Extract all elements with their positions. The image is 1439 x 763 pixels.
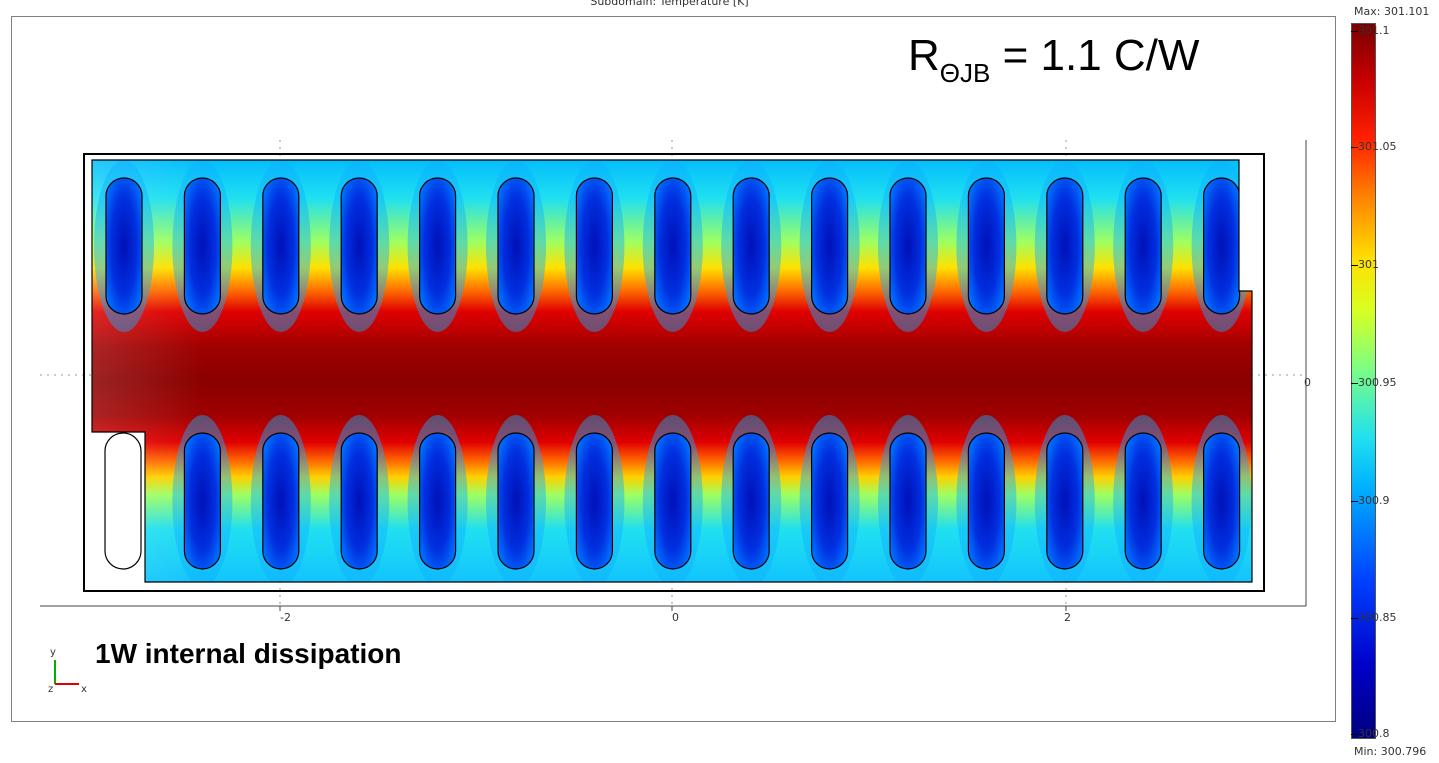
axis-frame — [40, 140, 1307, 611]
x-tick-label: 0 — [672, 611, 679, 624]
via-top — [183, 177, 221, 315]
via-bottom — [967, 432, 1006, 570]
via-bottom — [340, 432, 378, 570]
colorbar-max-label: Max: 301.101 — [1354, 5, 1430, 18]
colorbar-tick-label: 300.8 — [1358, 727, 1390, 740]
via-top — [889, 177, 927, 315]
via-bottom — [1046, 432, 1084, 570]
colorbar-min-label: Min: 300.796 — [1354, 745, 1427, 758]
colorbar-tick-label: 301.05 — [1358, 140, 1397, 153]
y-tick-label: 0 — [1304, 376, 1311, 389]
triad-y-label: y — [50, 647, 56, 658]
via-top — [340, 177, 378, 315]
axis-triad-icon — [54, 660, 79, 685]
temperature-plot — [40, 140, 1307, 685]
via-top — [105, 177, 143, 315]
colorbar — [1351, 23, 1376, 739]
colorbar-tick-label: 300.9 — [1358, 494, 1390, 507]
via-bottom — [262, 432, 300, 570]
thermal-resistance-label: RΘJB = 1.1 C/W — [908, 30, 1199, 99]
via-bottom — [1202, 432, 1241, 570]
colorbar-tick-label: 300.85 — [1358, 611, 1397, 624]
triad-x-label: x — [81, 684, 87, 695]
resistance-symbol: R — [908, 31, 940, 80]
via-top — [497, 177, 535, 315]
package-boundary — [83, 153, 1265, 592]
x-tick-label: -2 — [280, 611, 291, 624]
via-bottom — [889, 432, 927, 570]
domain-outline — [91, 159, 1253, 583]
via-bottom — [183, 432, 221, 570]
via-top — [732, 177, 770, 315]
triad-z-label: z — [48, 684, 54, 695]
plot-title: Subdomain: Temperature [K] — [590, 0, 749, 8]
resistance-value: = 1.1 C/W — [1002, 31, 1200, 80]
colorbar-tick-label: 301.1 — [1358, 24, 1390, 37]
via-top — [575, 177, 614, 315]
via-top — [967, 177, 1006, 315]
via-bottom — [654, 432, 692, 570]
temperature-field — [92, 160, 1252, 582]
via-bottom — [810, 432, 849, 570]
via-top — [654, 177, 692, 315]
via-bottom — [419, 432, 457, 570]
via-bottom — [732, 432, 770, 570]
x-tick-label: 2 — [1064, 611, 1071, 624]
via-top — [1124, 177, 1162, 315]
via-top — [1202, 177, 1241, 315]
via-bottom — [497, 432, 535, 570]
via-top — [1046, 177, 1084, 315]
via-row-bottom — [172, 415, 1252, 582]
via-top — [810, 177, 849, 315]
via-top — [262, 177, 300, 315]
colorbar-tick-label: 301 — [1358, 258, 1379, 271]
via-bottom — [575, 432, 614, 570]
via-top — [419, 177, 457, 315]
colorbar-tick-label: 300.95 — [1358, 376, 1397, 389]
dissipation-label: 1W internal dissipation — [95, 638, 402, 669]
via-row-top — [94, 160, 1252, 332]
plot-frame — [11, 16, 1336, 722]
resistance-subscript: ΘJB — [939, 58, 991, 88]
empty-pad — [104, 432, 142, 570]
via-bottom — [1124, 432, 1162, 570]
